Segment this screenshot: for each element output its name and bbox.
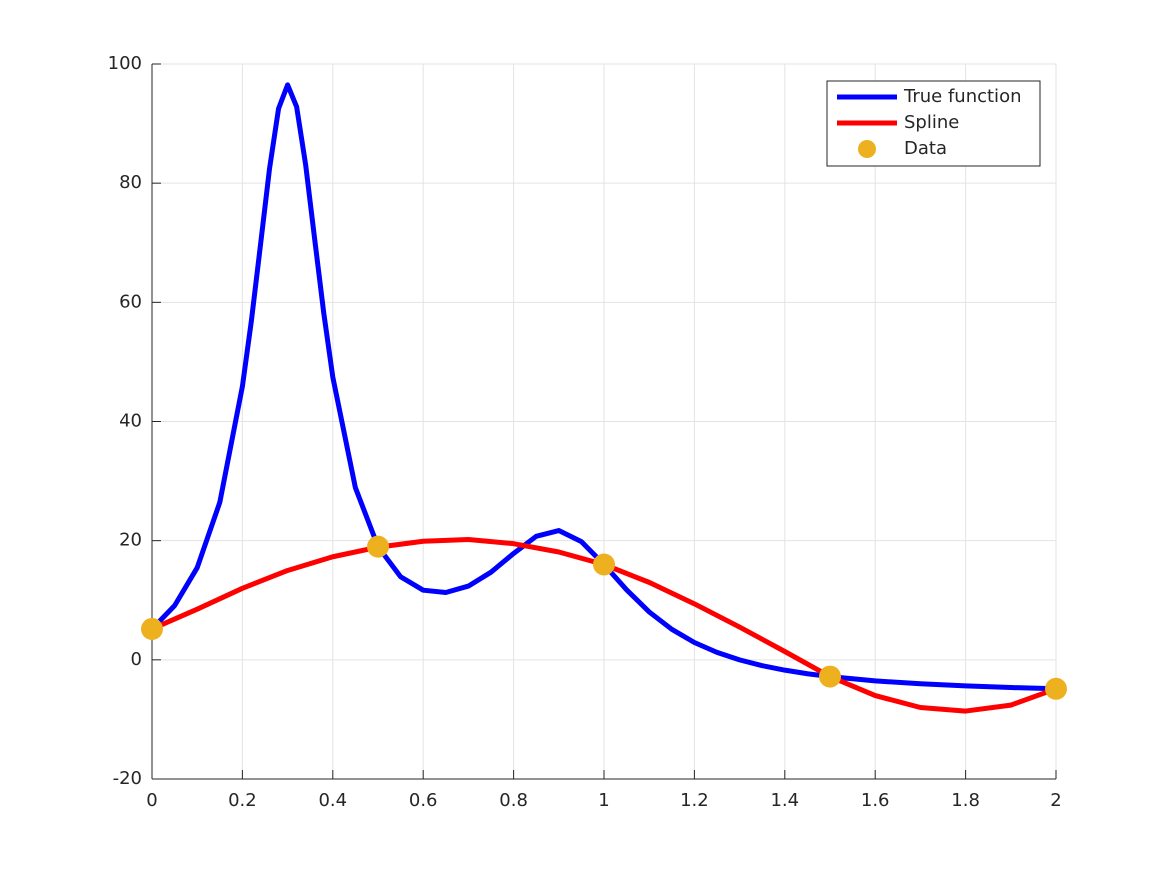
legend-marker: [858, 140, 876, 158]
y-tick-label: 40: [119, 411, 142, 432]
y-tick-label: 0: [131, 649, 142, 670]
y-tick-label: 60: [119, 291, 142, 312]
data-point: [593, 553, 615, 576]
legend-label: Spline: [904, 112, 959, 133]
legend: True function Spline Data: [826, 80, 1041, 167]
series-line: [150, 82, 1057, 692]
x-tick-label: 1: [598, 790, 609, 811]
y-tick-label: -20: [113, 768, 142, 789]
x-tick-label: 1.2: [680, 790, 709, 811]
y-tick-label: 20: [119, 530, 142, 551]
x-tick-label: 0.8: [499, 790, 528, 811]
x-tick-label: 1.8: [951, 790, 980, 811]
data-point: [819, 665, 841, 688]
x-tick-label: 0.6: [409, 790, 438, 811]
x-tick-label: 0: [146, 790, 157, 811]
data-point: [367, 535, 389, 558]
x-tick-label: 2: [1050, 790, 1061, 811]
x-tick-label: 0.2: [228, 790, 257, 811]
legend-label: True function: [903, 86, 1021, 107]
x-tick-label: 0.4: [318, 790, 347, 811]
data-point: [1045, 677, 1067, 700]
legend-label: Data: [904, 138, 947, 159]
y-tick-label: 100: [108, 53, 142, 74]
y-tick-label: 80: [119, 172, 142, 193]
x-tick-label: 1.4: [770, 790, 799, 811]
x-tick-label: 1.6: [861, 790, 890, 811]
data-point: [141, 617, 163, 640]
